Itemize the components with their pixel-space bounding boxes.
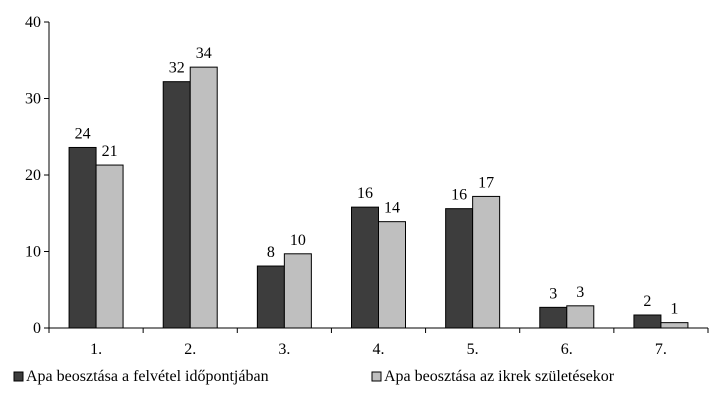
- data-label: 34: [196, 45, 212, 62]
- bar-series-2: [660, 322, 689, 329]
- y-tick-label: 20: [25, 167, 41, 184]
- x-axis: 1. 2. 3. 4. 5. 6. 7.: [48, 327, 709, 358]
- bar-series-1: [256, 265, 285, 329]
- bar-series-1: [633, 314, 662, 329]
- bar-series-1: [539, 306, 568, 329]
- data-label: 2: [643, 293, 651, 310]
- data-label: 14: [384, 200, 400, 217]
- x-tick-label: 4.: [373, 341, 385, 358]
- data-label: 16: [357, 185, 373, 202]
- bar-series-2: [189, 66, 218, 329]
- bar-series-1: [445, 208, 474, 329]
- bar-series-2: [472, 195, 501, 329]
- data-label: 3: [549, 285, 557, 302]
- bar-series-1: [351, 206, 379, 329]
- legend-label-2: Apa beosztása az ikrek születésekor: [384, 368, 615, 385]
- bar-series-2: [378, 221, 406, 329]
- bar-series-2: [95, 164, 124, 329]
- y-tick-label: 0: [33, 320, 41, 337]
- data-label: 24: [75, 125, 91, 142]
- x-tick-label: 2.: [184, 341, 196, 358]
- legend-swatch-1: [13, 371, 24, 382]
- data-label: 32: [169, 60, 185, 77]
- x-tick-label: 1.: [90, 341, 102, 358]
- x-tick-label: 3.: [278, 341, 290, 358]
- bars: [68, 66, 689, 329]
- bar-series-2: [283, 253, 312, 329]
- x-tick-label: 6.: [561, 341, 573, 358]
- data-label: 10: [290, 232, 306, 249]
- data-label: 17: [478, 174, 494, 191]
- bar-series-2: [566, 305, 595, 329]
- legend-swatch-2: [371, 371, 382, 382]
- data-label: 3: [576, 284, 584, 301]
- data-label: 8: [267, 244, 275, 261]
- x-tick-label: 5.: [467, 341, 479, 358]
- legend: Apa beosztása a felvétel időpontjában Apa…: [13, 368, 615, 385]
- x-tick-label: 7.: [655, 341, 667, 358]
- bar-series-1: [162, 81, 191, 329]
- y-tick-label: 30: [25, 91, 41, 108]
- legend-label-1: Apa beosztása a felvétel időpontjában: [26, 368, 269, 385]
- data-label: 21: [102, 143, 118, 160]
- y-axis: 0 10 20 30 40: [25, 14, 50, 337]
- y-tick-label: 10: [25, 244, 41, 261]
- bar-series-1: [68, 146, 97, 329]
- data-label: 16: [451, 187, 467, 204]
- y-tick-label: 40: [25, 14, 41, 31]
- data-label: 1: [670, 301, 678, 318]
